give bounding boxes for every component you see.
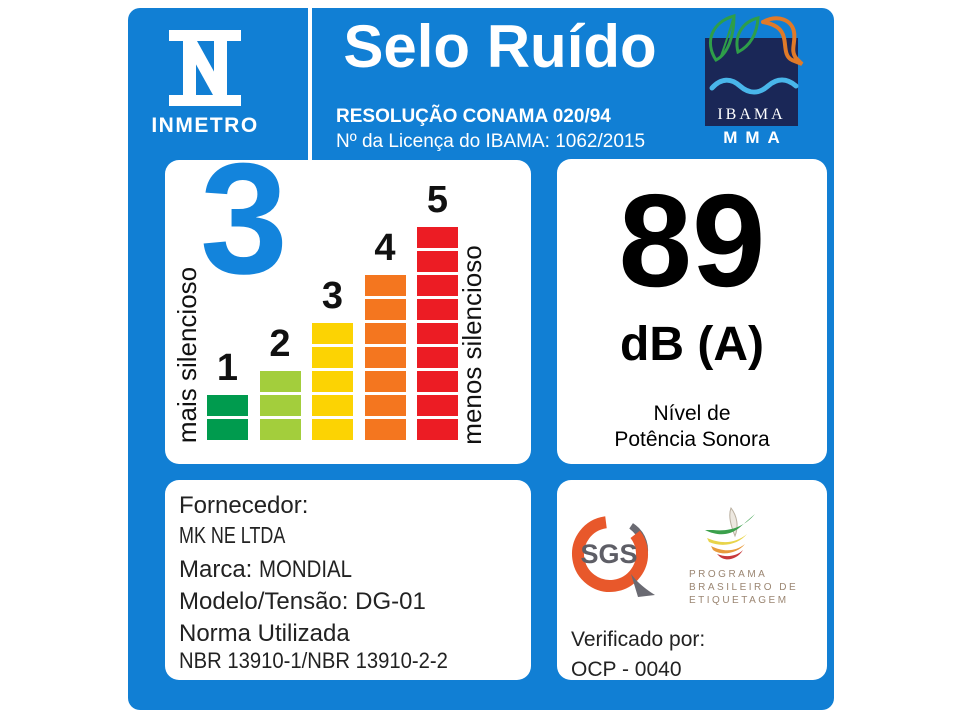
bar-segment: [417, 371, 458, 392]
noise-bar-level-3: [312, 323, 353, 440]
bar-segment: [259, 419, 301, 440]
model-line: Modelo/Tensão: DG-01: [179, 588, 426, 615]
supplier-label: Fornecedor:: [179, 492, 309, 519]
title-zone: Selo Ruído RESOLUÇÃO CONAMA 020/94 Nº da…: [312, 8, 688, 160]
bar-segment: [417, 323, 458, 344]
bar-segment: [364, 419, 406, 440]
bar-segment: [259, 371, 301, 392]
license-text: Nº da Licença do IBAMA: 1062/2015: [336, 131, 646, 152]
inmetro-logo-icon: [169, 30, 241, 106]
bar-segment: [259, 395, 301, 416]
bar-segment: [417, 275, 458, 296]
bar-value-label: 1: [216, 347, 239, 389]
bar-segment: [364, 275, 406, 296]
bar-segment: [417, 395, 458, 416]
bar-segment: [417, 299, 458, 320]
mma-wordmark: MMA: [723, 128, 788, 147]
bar-value-label: 5: [426, 179, 449, 221]
ibama-wordmark: IBAMA: [717, 106, 786, 123]
noise-seal-label: INMETRO Selo Ruído RESOLUÇÃO CONAMA 020/…: [128, 8, 834, 710]
inmetro-logo-zone: INMETRO: [128, 8, 308, 160]
ibama-logo-icon: [708, 14, 804, 95]
bar-segment: [312, 419, 353, 440]
bar-value-label: 4: [374, 227, 396, 269]
sgs-label: SGS: [580, 539, 637, 569]
caption-line-2: Potência Sonora: [614, 428, 770, 451]
bar-segment: [364, 323, 406, 344]
bar-segment: [207, 395, 248, 416]
bar-value-label: 3: [321, 275, 344, 317]
norm-label: Norma Utilizada: [179, 620, 350, 647]
inmetro-wordmark: INMETRO: [151, 114, 259, 137]
pbe-line-1: PROGRAMA: [689, 569, 768, 580]
header-divider: [308, 8, 312, 160]
pbe-line-2: BRASILEIRO DE: [689, 582, 799, 593]
bar-segment: [312, 347, 353, 368]
bar-segment: [312, 371, 353, 392]
page-title: Selo Ruído: [343, 13, 657, 80]
bar-segment: [364, 395, 406, 416]
bar-segment: [312, 395, 353, 416]
bar-segment: [417, 347, 458, 368]
verification-panel: SGS PROGRAMA BRASILEIRO DE ETIQUETAGEM V…: [557, 480, 827, 681]
verified-by-label: Verificado por:: [571, 628, 706, 651]
pbe-logo-block: PROGRAMA BRASILEIRO DE ETIQUETAGEM: [681, 506, 821, 607]
bar-segment: [207, 419, 248, 440]
sound-power-unit: dB (A): [620, 318, 764, 371]
selected-noise-level: 3: [200, 131, 288, 307]
bar-segment: [364, 371, 406, 392]
noise-bar-level-1: [207, 395, 248, 440]
noise-bar-level-2: [259, 371, 301, 440]
brand-line: Marca: MONDIAL: [179, 556, 352, 583]
pbe-logo-icon: [705, 506, 755, 560]
noise-bar-level-4: [364, 275, 406, 440]
verified-by-value: OCP - 0040: [571, 658, 682, 681]
resolution-text: RESOLUÇÃO CONAMA 020/94: [336, 106, 611, 127]
sound-power-panel: 89 dB (A) Nível de Potência Sonora: [557, 159, 827, 464]
caption-line-1: Nível de: [653, 402, 731, 425]
bar-segment: [417, 251, 458, 272]
supplier-name: MK NE LTDA: [179, 522, 286, 548]
sound-power-value: 89: [618, 167, 766, 314]
axis-label-louder: menos silencioso: [457, 245, 487, 445]
ibama-logo-zone: IBAMA MMA: [688, 8, 834, 160]
sound-power-caption: Nível de Potência Sonora: [557, 401, 827, 453]
bar-segment: [312, 323, 353, 344]
bar-segment: [417, 419, 458, 440]
bar-segment: [364, 347, 406, 368]
supplier-info-panel: Fornecedor: MK NE LTDA Marca: MONDIAL Mo…: [165, 480, 531, 680]
noise-bar-level-5: [417, 227, 458, 440]
bar-segment: [417, 227, 458, 248]
pbe-line-3: ETIQUETAGEM: [689, 595, 789, 606]
bar-segment: [364, 299, 406, 320]
sgs-logo-icon: SGS: [572, 516, 655, 597]
norm-value: NBR 13910-1/NBR 13910-2-2: [179, 648, 448, 673]
axis-label-quieter: mais silencioso: [172, 266, 202, 444]
bar-value-label: 2: [269, 323, 291, 365]
